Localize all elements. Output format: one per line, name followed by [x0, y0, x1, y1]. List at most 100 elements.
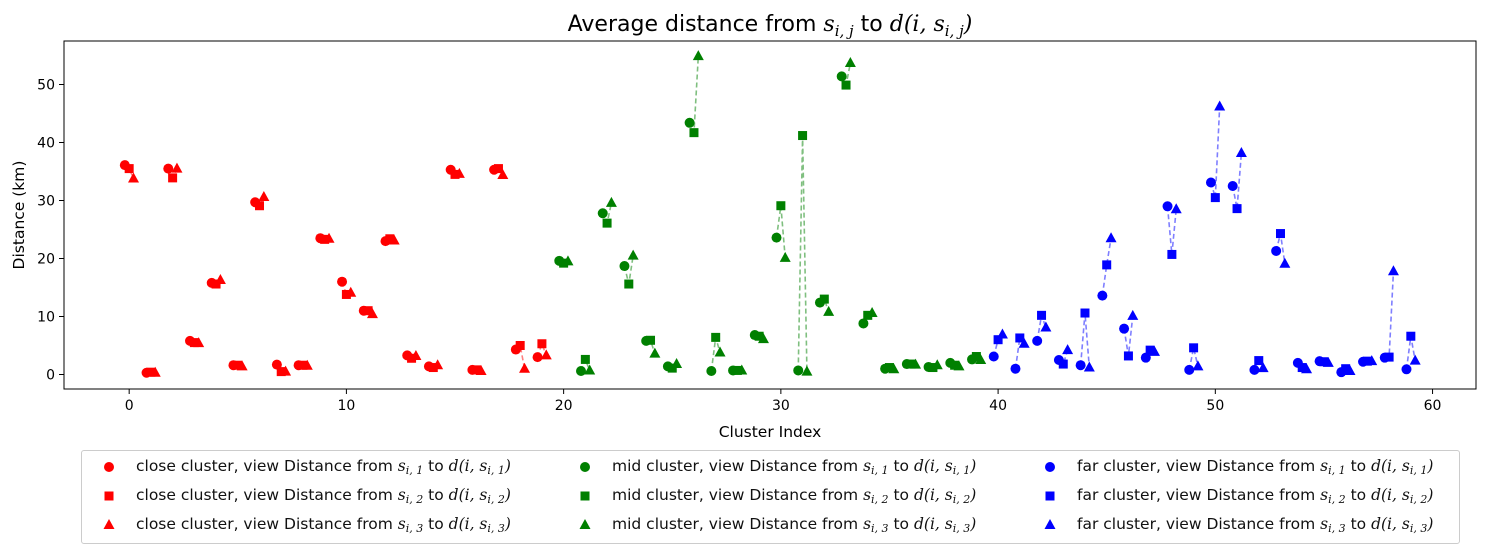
x-axis-label: Cluster Index	[719, 423, 822, 441]
close-view3-point	[519, 362, 531, 373]
far-view3-point	[1062, 344, 1074, 355]
mid-view2-point	[971, 352, 981, 362]
far-view2-point	[1232, 204, 1242, 214]
far-view3-point	[1409, 354, 1421, 365]
close-view2-point	[276, 367, 286, 377]
legend-label: close cluster, view Distance from si, 3 …	[136, 515, 511, 535]
far-view2-point	[1145, 345, 1155, 355]
close-view2-point	[472, 365, 482, 375]
y-tick-label: 10	[37, 310, 55, 326]
data-points	[119, 50, 1421, 378]
mid-view3-point	[605, 196, 617, 207]
legend-item-close-view1: close cluster, view Distance from si, 1 …	[94, 454, 511, 480]
mid-view1-point	[836, 71, 847, 82]
far-view2-point	[1015, 333, 1025, 343]
far-view3-point	[1322, 356, 1334, 367]
legend-square-marker	[1045, 491, 1055, 501]
far-view1-point	[1032, 335, 1043, 346]
far-view3-point	[1105, 232, 1117, 243]
mid-view2-point	[711, 332, 721, 342]
close-view3-point	[171, 162, 183, 173]
legend-triangle-marker	[579, 519, 591, 529]
legend-square-marker	[104, 491, 114, 501]
x-tick-label: 10	[337, 398, 355, 414]
legend-marker	[580, 491, 590, 501]
close-view3-point	[323, 232, 335, 243]
mid-view2-point	[841, 80, 851, 90]
legend-label: close cluster, view Distance from si, 1 …	[136, 457, 511, 477]
close-view2-point	[320, 234, 330, 244]
legend-triangle-marker	[103, 519, 115, 529]
close-view2-point	[450, 169, 460, 179]
legend-square-marker	[580, 491, 590, 501]
mid-view3-point	[844, 57, 856, 68]
far-view1-point	[1401, 364, 1412, 375]
mid-view3-point	[866, 307, 878, 318]
x-tick-label: 60	[1424, 398, 1442, 414]
legend-item-far-view1: far cluster, view Distance from si, 1 to…	[1035, 454, 1433, 480]
legend-circle-marker	[104, 462, 114, 472]
far-view2-point	[1275, 229, 1285, 239]
mid-view2-point	[624, 279, 634, 289]
mid-view2-point	[754, 331, 764, 341]
mid-view3-point	[736, 364, 748, 375]
far-connector-line	[1210, 106, 1221, 198]
far-view3-point	[1148, 345, 1160, 356]
far-view2-point	[1080, 308, 1090, 318]
close-view3-point	[453, 167, 465, 178]
close-view3-point	[475, 365, 487, 376]
far-view3-point	[1018, 337, 1030, 348]
mid-view3-point	[627, 249, 639, 260]
mid-view3-point	[779, 251, 791, 262]
mid-view2-point	[950, 360, 960, 370]
legend-circle-marker	[1045, 462, 1055, 472]
plot-frame	[63, 40, 1477, 390]
legend-label: mid cluster, view Distance from si, 3 to…	[612, 515, 977, 535]
mid-view2-point	[602, 218, 612, 228]
mid-view3-point	[692, 50, 704, 61]
mid-view3-point	[931, 359, 943, 370]
mid-view1-point	[706, 366, 717, 377]
mid-view1-point	[684, 117, 695, 128]
close-view2-point	[255, 201, 265, 211]
mid-view3-point	[888, 363, 900, 374]
far-view3-point	[1040, 321, 1052, 332]
legend-marker	[104, 462, 114, 472]
legend-marker	[103, 519, 115, 529]
mid-view3-point	[801, 365, 813, 376]
close-view3-point	[345, 286, 357, 297]
mid-view2-point	[559, 258, 569, 268]
mid-view1-point	[597, 208, 608, 219]
close-view2-point	[211, 279, 221, 289]
legend-item-close-view3: close cluster, view Distance from si, 3 …	[94, 512, 511, 538]
legend-label: far cluster, view Distance from si, 2 to…	[1077, 486, 1434, 506]
legend-marker	[1045, 491, 1055, 501]
mid-view3-point	[649, 347, 661, 358]
far-view3-point	[1235, 146, 1247, 157]
legend-marker	[579, 519, 591, 529]
mid-view3-point	[562, 255, 574, 266]
close-view2-point	[363, 306, 373, 316]
mid-view3-point	[714, 346, 726, 357]
mid-connector-line	[797, 135, 808, 372]
far-view2-point	[1341, 364, 1351, 374]
axes: 0 10 20 30 40 50 60 0 10 20 30 40 50 Cluster Index Dis…	[10, 40, 1477, 441]
mid-view1-point	[619, 261, 630, 272]
far-connector-line	[1166, 206, 1178, 255]
far-view1-point	[1162, 201, 1173, 212]
close-view2-point	[493, 164, 503, 174]
far-view1-point	[1271, 245, 1282, 256]
legend-item-mid-view1: mid cluster, view Distance from si, 1 to…	[570, 454, 976, 480]
close-view3-point	[540, 349, 552, 360]
far-view2-point	[1362, 356, 1372, 366]
close-view3-point	[410, 349, 422, 360]
close-view3-point	[236, 360, 248, 371]
close-view3-point	[301, 359, 313, 370]
mid-view2-point	[580, 354, 590, 364]
legend-label: far cluster, view Distance from si, 3 to…	[1077, 515, 1434, 535]
mid-view3-point	[910, 358, 922, 369]
mid-view2-point	[906, 359, 916, 369]
mid-view2-point	[732, 365, 742, 375]
